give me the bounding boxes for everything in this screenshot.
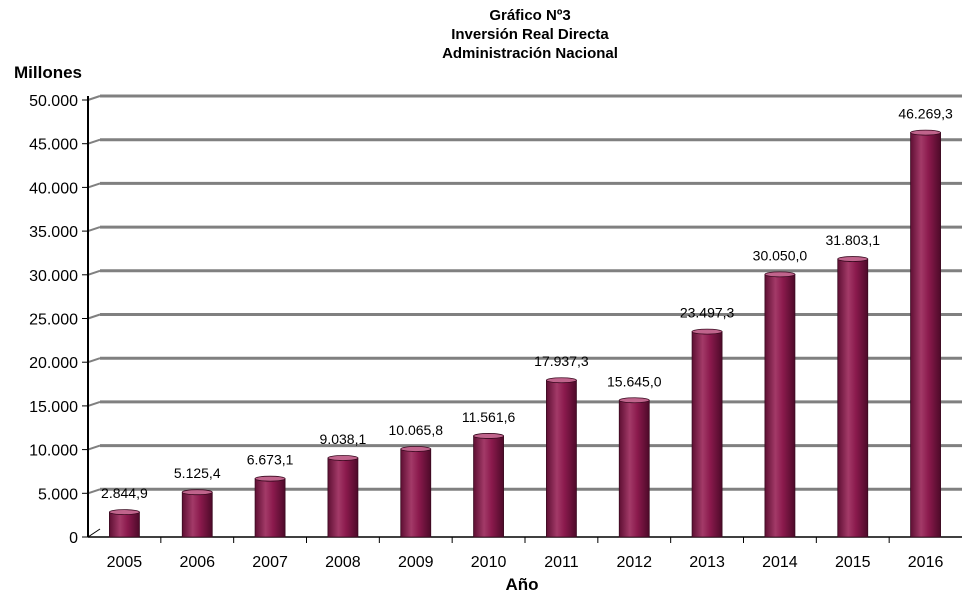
data-label: 2.844,9 — [101, 485, 148, 501]
bar — [474, 436, 504, 537]
gridline-depth — [88, 489, 100, 493]
y-tick-label: 40.000 — [29, 180, 78, 197]
bars — [109, 130, 940, 537]
bar-top — [838, 257, 868, 262]
x-tick-label: 2014 — [762, 554, 798, 571]
x-tick-label: 2007 — [252, 554, 288, 571]
x-tick-label: 2005 — [107, 554, 143, 571]
data-label: 5.125,4 — [174, 465, 221, 481]
x-tick-label: 2008 — [325, 554, 361, 571]
gridline-depth — [88, 358, 100, 362]
bar-top — [911, 130, 941, 135]
gridline-depth — [88, 227, 100, 231]
bar — [401, 449, 431, 537]
bar — [109, 512, 139, 537]
x-tick-label: 2012 — [616, 554, 652, 571]
bar — [619, 400, 649, 537]
bar-top — [401, 447, 431, 452]
data-label: 31.803,1 — [826, 232, 881, 248]
bar-top — [255, 476, 285, 481]
bar — [911, 133, 941, 537]
gridline-depth — [88, 183, 100, 187]
x-tick-label: 2016 — [908, 554, 944, 571]
bar — [182, 492, 212, 537]
y-tick-label: 45.000 — [29, 137, 78, 154]
x-tick-label: 2006 — [179, 554, 215, 571]
x-axis-title: Año — [505, 575, 538, 594]
x-tick-label: 2009 — [398, 554, 434, 571]
y-tick-label: 50.000 — [29, 93, 78, 110]
bar-top — [619, 398, 649, 403]
gridline-depth — [88, 96, 100, 100]
y-tick-label: 25.000 — [29, 312, 78, 329]
x-tick-label: 2011 — [544, 554, 579, 571]
bar-top — [109, 510, 139, 515]
data-label: 30.050,0 — [753, 247, 808, 263]
gridline-depth — [88, 140, 100, 144]
gridline-depth — [88, 271, 100, 275]
bar-top — [328, 456, 358, 461]
data-label: 10.065,8 — [389, 422, 444, 438]
bar-top — [765, 272, 795, 277]
bar — [546, 380, 576, 537]
y-tick-label: 5.000 — [38, 486, 78, 503]
floor-depth-line — [88, 529, 100, 537]
bar — [328, 458, 358, 537]
gridline-depth — [88, 446, 100, 450]
data-label: 23.497,3 — [680, 305, 735, 321]
bar-top — [546, 378, 576, 383]
bar — [255, 479, 285, 537]
data-label: 9.038,1 — [320, 431, 367, 447]
bar-top — [692, 329, 722, 334]
y-tick-label: 15.000 — [29, 399, 78, 416]
data-label: 11.561,6 — [462, 409, 516, 425]
gridline-depth — [88, 315, 100, 319]
bar-top — [182, 490, 212, 495]
y-tick-label: 30.000 — [29, 268, 78, 285]
y-tick-label: 0 — [69, 530, 78, 547]
bar — [838, 259, 868, 537]
data-label: 15.645,0 — [607, 373, 662, 389]
data-label: 46.269,3 — [898, 106, 953, 122]
x-tick-label: 2013 — [689, 554, 725, 571]
x-tick-label: 2010 — [471, 554, 507, 571]
data-label: 6.673,1 — [247, 452, 294, 468]
gridline-depth — [88, 402, 100, 406]
bar-top — [474, 433, 504, 438]
x-tick-label: 2015 — [835, 554, 871, 571]
y-tick-label: 20.000 — [29, 355, 78, 372]
bar — [765, 274, 795, 537]
y-tick-label: 10.000 — [29, 443, 78, 460]
data-label: 17.937,3 — [534, 353, 589, 369]
y-tick-label: 35.000 — [29, 224, 78, 241]
gridlines — [88, 96, 962, 493]
bar — [692, 332, 722, 537]
